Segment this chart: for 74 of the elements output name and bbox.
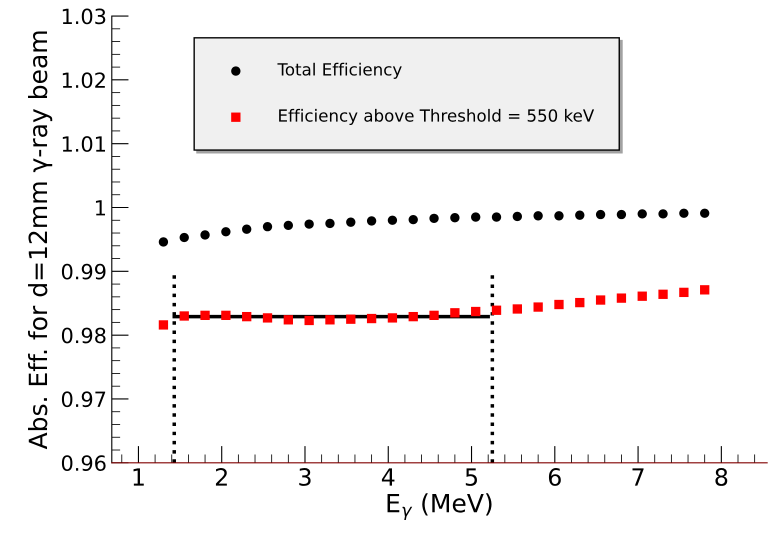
y-tick-label: 1.03 [62, 8, 106, 24]
point [658, 290, 668, 299]
point [450, 308, 460, 318]
point [575, 298, 584, 308]
y-tick-label: 1.01 [62, 136, 106, 152]
x-tick-label: 5 [466, 468, 477, 486]
y-tick-label: 1 [96, 200, 106, 216]
y-tick-label: 0.96 [62, 455, 106, 471]
point [512, 212, 522, 222]
point [492, 306, 502, 315]
point [284, 220, 293, 230]
point [262, 313, 272, 323]
point [616, 210, 626, 220]
y-tick-label: 0.97 [62, 391, 106, 408]
y-tick-label: 0.99 [62, 264, 106, 280]
point [679, 288, 689, 298]
point [242, 224, 252, 234]
point [180, 311, 189, 321]
point [679, 208, 689, 218]
point [158, 320, 168, 330]
point [366, 216, 376, 226]
point [325, 218, 335, 228]
x-tick-label: 2 [216, 468, 227, 486]
point [429, 310, 439, 320]
point [262, 222, 272, 232]
point [304, 219, 314, 229]
y-axis-title: Abs. Eff. for d=12mm γ-ray beam [28, 32, 52, 450]
point [325, 315, 335, 324]
x-tick-label: 1 [134, 468, 144, 486]
point [512, 304, 522, 314]
point [158, 237, 168, 247]
point [596, 210, 606, 220]
point [533, 302, 543, 312]
point [471, 306, 480, 316]
point [658, 209, 668, 219]
point [616, 293, 626, 303]
point [638, 292, 647, 301]
point [638, 209, 647, 219]
point [200, 230, 210, 240]
point [408, 214, 418, 224]
point [388, 313, 398, 323]
point [180, 232, 189, 242]
point [284, 315, 293, 324]
point [221, 310, 231, 320]
point [700, 285, 710, 294]
point [554, 211, 564, 220]
x-tick-label: 8 [715, 468, 728, 486]
y-tick-label: 1.02 [62, 72, 105, 88]
point [575, 210, 584, 220]
point [388, 216, 398, 225]
point [450, 213, 460, 222]
point [242, 312, 252, 322]
point [408, 312, 418, 322]
point [304, 316, 314, 326]
point [700, 208, 710, 218]
point [366, 314, 376, 324]
x-tick-label: 4 [382, 468, 394, 486]
x-tick-label: 7 [632, 468, 644, 486]
point [346, 218, 356, 227]
point [346, 314, 356, 324]
x-tick-label: 6 [548, 468, 561, 486]
y-tick-label: 0.98 [62, 328, 106, 344]
x-tick-label: 3 [299, 468, 311, 486]
point [221, 227, 231, 236]
point [533, 211, 543, 220]
point [492, 212, 502, 222]
point [200, 310, 210, 320]
x-axis-title: E$_{γ}$ (MeV) [388, 493, 492, 520]
point [471, 212, 480, 222]
legend-label: Total Efficiency [277, 62, 402, 79]
point [554, 300, 564, 310]
legend-label: Efficiency above Threshold = 550 keV [279, 108, 594, 126]
point [429, 214, 439, 224]
point [596, 295, 606, 305]
